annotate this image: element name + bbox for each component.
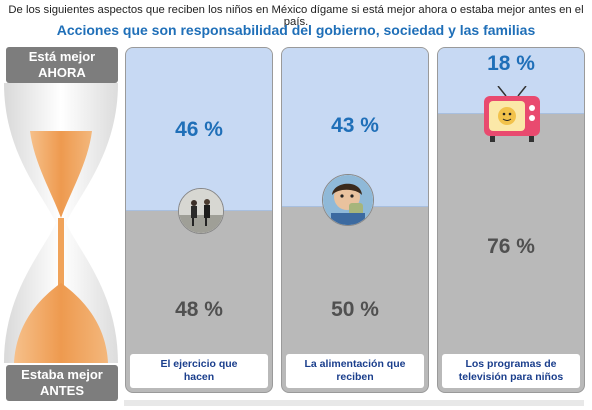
children-exercising-photo (178, 188, 224, 234)
card-exercise: 46 % 48 % El ejercicio que hacen (125, 47, 273, 393)
question-text: De los siguientes aspectos que reciben l… (8, 4, 584, 28)
hourglass-legend: Está mejor AHORA Estaba mejor ANTES (0, 47, 122, 401)
before-percent: 48 % (175, 298, 223, 321)
card-tv: 18 % 76 % Los programas de televisión par… (437, 47, 585, 393)
child-eating-photo (322, 174, 374, 226)
before-label-line2: ANTES (39, 383, 85, 398)
caption-line1: El ejercicio que (160, 358, 238, 370)
before-percent: 76 % (487, 235, 535, 258)
caption-food: La alimentación que reciben (286, 354, 424, 388)
hourglass-icon (4, 83, 118, 363)
caption-line1: La alimentación que (304, 358, 406, 370)
caption-line2: hacen (183, 371, 215, 383)
before-label-line1: Estaba mejor (21, 367, 103, 382)
now-percent: 43 % (331, 114, 379, 137)
caption-tv: Los programas de televisión para niños (442, 354, 580, 388)
chart-subtitle: Acciones que son responsabilidad del gob… (56, 22, 536, 38)
caption-line1: Los programas de (465, 358, 557, 370)
bottom-strip (124, 400, 584, 406)
caption-line2: reciben (336, 371, 374, 383)
caption-exercise: El ejercicio que hacen (130, 354, 268, 388)
now-label-line2: AHORA (38, 65, 86, 80)
caption-line2: televisión para niños (458, 371, 564, 383)
now-label: Está mejor AHORA (6, 47, 118, 83)
now-section (126, 48, 272, 211)
before-percent: 50 % (331, 298, 379, 321)
now-label-line1: Está mejor (28, 49, 96, 64)
before-label: Estaba mejor ANTES (6, 365, 118, 401)
now-percent: 46 % (175, 118, 223, 141)
card-food: 43 % 50 % La alimentación que reciben (281, 47, 429, 393)
retro-tv-photo (480, 85, 544, 142)
now-percent: 18 % (487, 52, 535, 75)
